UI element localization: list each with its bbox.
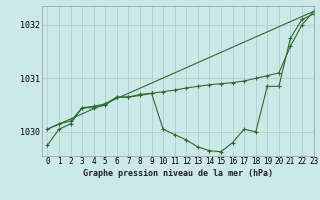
- X-axis label: Graphe pression niveau de la mer (hPa): Graphe pression niveau de la mer (hPa): [83, 169, 273, 178]
